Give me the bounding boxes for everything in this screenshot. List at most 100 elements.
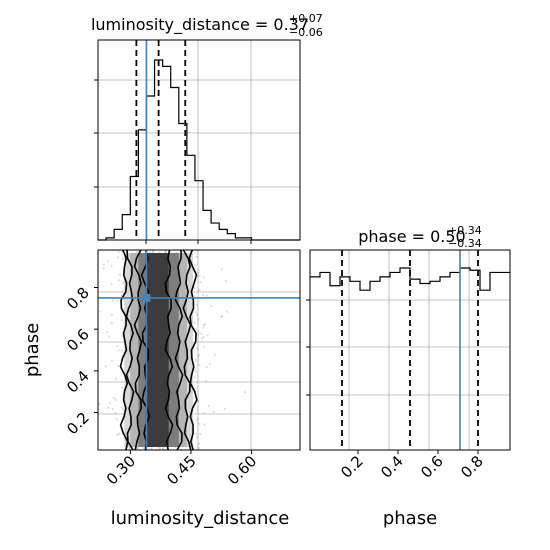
scatter-point <box>207 404 210 408</box>
scatter-point <box>106 330 109 334</box>
scatter-point <box>203 276 206 279</box>
tick-label-x: 0.2 <box>337 452 367 482</box>
yticks-ld-hist <box>94 79 252 244</box>
title-ld-upper-error: +0.07 <box>289 12 323 25</box>
scatter-point <box>108 335 111 338</box>
scatter-point <box>198 363 201 366</box>
scatter-point <box>205 294 208 297</box>
scatter-point <box>114 411 117 414</box>
scatter-point <box>206 334 209 337</box>
scatter-point <box>198 275 201 278</box>
scatter-point <box>196 347 199 350</box>
contour-line-1 <box>125 249 135 451</box>
scatter-point <box>110 321 113 325</box>
scatter-point <box>197 442 200 446</box>
joint-panel: 0.30 0.45 0.60 0.2 0.4 0.6 0.8 luminosity_dis… <box>22 248 301 529</box>
scatter-point <box>117 365 120 368</box>
scatter-point <box>198 288 201 292</box>
scatter-point <box>163 251 166 254</box>
tick-label-y: 0.6 <box>63 325 93 355</box>
histogram-luminosity-distance <box>98 59 300 241</box>
scatter-point <box>109 402 112 405</box>
contour-line-0 <box>119 249 129 451</box>
xticks-phase: 0.2 0.4 0.6 0.8 <box>337 450 487 482</box>
scatter-point <box>106 260 109 263</box>
tick-label-x: 0.8 <box>457 452 487 482</box>
scatter-point <box>195 432 198 435</box>
scatter-point <box>102 267 105 270</box>
scatter-point <box>198 353 201 356</box>
grid-ld-hist <box>98 40 300 240</box>
scatter-point <box>212 410 215 413</box>
scatter-point <box>244 391 247 394</box>
scatter-point <box>158 447 161 450</box>
density-band-3 <box>145 253 169 447</box>
quantile-lines-luminosity-distance <box>135 40 187 240</box>
scatter-point <box>121 257 124 260</box>
scatter-point <box>195 255 198 258</box>
scatter-point <box>195 436 199 439</box>
contour-line-4 <box>164 249 174 451</box>
scatter-point <box>111 359 114 362</box>
tick-label-x: 0.45 <box>163 452 199 488</box>
scatter-point <box>110 264 113 267</box>
yticks-phase-hist <box>306 299 310 396</box>
scatter-point <box>114 398 117 401</box>
scatter-point <box>113 397 116 400</box>
scatter-point <box>152 250 155 253</box>
scatter-point <box>158 251 161 254</box>
scatter-point <box>197 269 200 272</box>
xlabel-luminosity-distance: luminosity_distance <box>111 508 290 529</box>
scatter-point <box>201 337 204 340</box>
contour-line-2 <box>133 249 143 451</box>
scatter-point <box>195 359 198 362</box>
scatter-point <box>162 447 165 450</box>
scatter-point <box>194 264 197 267</box>
scatter-point <box>197 400 200 403</box>
scatter-point <box>117 349 120 352</box>
scatter-point <box>224 279 227 283</box>
scatter-point <box>151 251 154 254</box>
scatter-point <box>203 412 206 415</box>
scatter-point <box>120 349 123 352</box>
scatter-point <box>208 362 211 365</box>
tick-label-x: 0.4 <box>377 452 407 482</box>
title-phase-upper-error: +0.34 <box>448 224 482 237</box>
scatter-point <box>117 250 120 253</box>
tick-label-x: 0.6 <box>417 452 447 482</box>
truth-marker <box>142 293 151 302</box>
scatter-point <box>117 279 120 282</box>
scatter-point <box>116 345 119 348</box>
tick-label-y: 0.2 <box>63 409 93 439</box>
scatter-point <box>197 333 200 336</box>
scatter-point <box>128 447 131 450</box>
scatter-point <box>102 263 105 266</box>
axes-frame-phase-hist <box>309 249 511 451</box>
scatter-point <box>107 406 110 409</box>
tick-label-y: 0.8 <box>63 284 93 314</box>
scatter-point <box>194 358 197 361</box>
scatter-point <box>118 432 121 435</box>
scatter-point <box>197 318 200 321</box>
scatter-point <box>120 406 123 409</box>
scatter-point <box>199 280 202 284</box>
scatter-point <box>202 326 205 329</box>
marginal-phase: 0.2 0.4 0.6 0.8 phase = 0.50 +0.34 −0.34 ph… <box>306 224 511 529</box>
scatter-point <box>197 271 200 274</box>
scatter-point <box>220 315 223 318</box>
scatter-point <box>116 299 119 302</box>
scatter-point <box>122 408 125 411</box>
scatter-point <box>120 295 123 298</box>
tick-label-x: 0.60 <box>224 452 260 488</box>
tick-label-y: 0.4 <box>63 367 93 397</box>
scatter-point <box>143 447 146 450</box>
scatter-point <box>116 433 119 436</box>
density-fill <box>124 253 193 447</box>
scatter-point <box>196 418 199 421</box>
scatter-point <box>225 310 228 313</box>
scatter-point <box>135 251 138 254</box>
scatter-point <box>223 407 226 410</box>
title-luminosity-distance: luminosity_distance = 0.37 <box>91 15 309 35</box>
quantile-lines-phase <box>341 250 479 450</box>
xlabel-phase: phase <box>383 508 437 529</box>
